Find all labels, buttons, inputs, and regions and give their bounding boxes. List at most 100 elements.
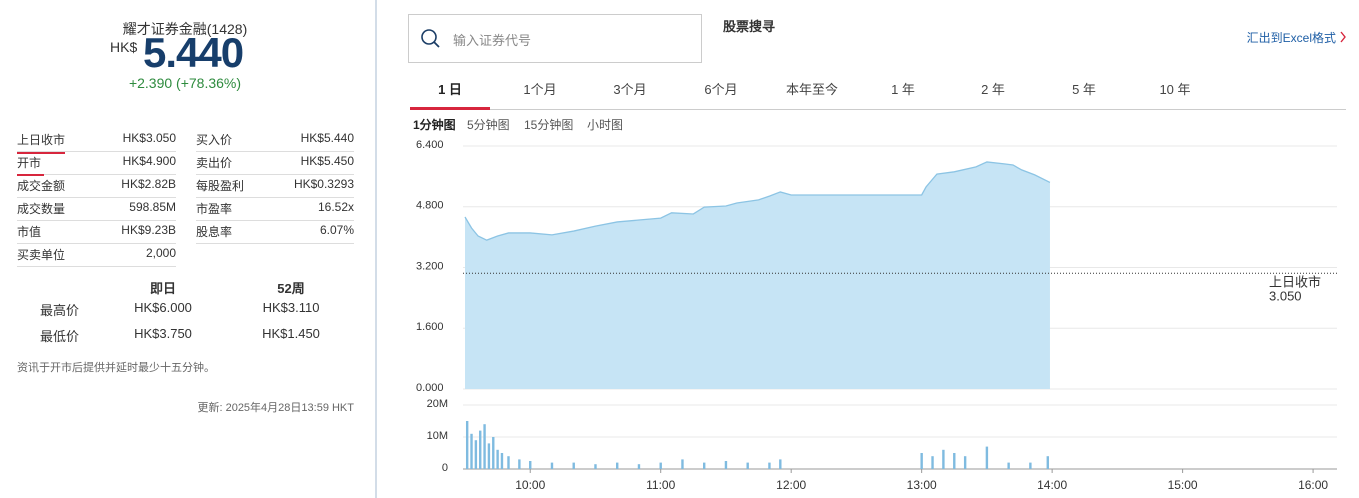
volume-bar	[465, 421, 469, 469]
x-tick-label: 11:00	[646, 478, 675, 492]
updated: 更新: 2025年4月28日13:59 HKT	[197, 402, 354, 414]
stat-value: HK$5.450	[300, 154, 354, 168]
volume-tick-label: 20M	[427, 398, 448, 410]
range-value: HK$3.110	[262, 300, 320, 315]
volume-bar	[920, 453, 923, 469]
search-title: 股票搜寻	[723, 19, 776, 34]
range-value: HK$3.750	[134, 326, 192, 341]
volume-bar	[779, 459, 782, 469]
stat-value: HK$5.440	[300, 131, 354, 145]
volume-bar	[518, 459, 521, 469]
volume-tick-label: 10M	[427, 430, 448, 442]
stat-label: 市值	[17, 225, 42, 239]
volume-bar	[1046, 456, 1049, 469]
x-tick-label: 16:00	[1298, 478, 1328, 492]
y-tick-label: 0.000	[416, 382, 444, 394]
volume-bar	[492, 437, 495, 469]
subtab[interactable]: 15分钟图	[524, 118, 574, 132]
stat-label: 成交数量	[17, 202, 66, 216]
stat-value: 16.52x	[317, 200, 354, 214]
tab[interactable]: 1个月	[523, 82, 557, 97]
tab[interactable]: 2 年	[981, 82, 1005, 97]
search-input[interactable]: 输入证券代号	[453, 33, 532, 48]
stat-label: 上日收市	[17, 133, 66, 147]
y-tick-label: 4.800	[416, 200, 444, 212]
volume-bar	[474, 440, 478, 469]
range-label: 最高价	[40, 303, 80, 318]
volume-bar	[681, 459, 684, 469]
tab[interactable]: 10 年	[1159, 82, 1191, 97]
stock-name: 耀才证券金融(1428)	[122, 21, 248, 37]
stat-label: 成交金额	[17, 179, 66, 193]
stat-value: HK$2.82B	[121, 177, 176, 191]
volume-bar	[768, 462, 771, 469]
change: +2.390 (+78.36%)	[128, 75, 242, 91]
tab[interactable]: 5 年	[1072, 82, 1096, 97]
range-value: HK$1.450	[262, 326, 320, 341]
stat-label: 市盈率	[196, 202, 233, 216]
x-tick-label: 14:00	[1037, 478, 1067, 492]
volume-bar	[953, 453, 956, 469]
volume-bar	[963, 456, 967, 469]
volume-bar	[496, 449, 499, 469]
volume-bar	[703, 462, 706, 469]
stat-label: 股息率	[196, 225, 233, 239]
reference-label: 3.050	[1269, 289, 1302, 304]
volume-bar	[594, 464, 597, 469]
reference-name: 上日收市	[1269, 275, 1321, 290]
volume-bar	[985, 446, 989, 469]
currency: HK$	[110, 39, 138, 55]
stat-value: 2,000	[145, 246, 176, 260]
x-tick-label: 13:00	[907, 478, 937, 492]
volume-tick-label: 0	[442, 462, 448, 474]
stat-value: 6.07%	[319, 223, 354, 237]
price: 5.440	[143, 29, 244, 76]
price-line	[464, 161, 1051, 241]
stat-value: HK$4.900	[122, 154, 176, 168]
x-tick-label: 12:00	[776, 478, 806, 492]
range-value: HK$6.000	[134, 300, 192, 315]
volume-bar	[942, 449, 945, 469]
volume-bar	[746, 462, 749, 469]
volume-bar	[1007, 462, 1010, 469]
volume-bar	[487, 443, 491, 469]
stat-label: 买入价	[196, 133, 233, 147]
volume-bar	[1029, 462, 1032, 469]
stat-label: 买卖单位	[17, 248, 66, 262]
subtab[interactable]: 小时图	[587, 118, 624, 132]
y-tick-label: 3.200	[416, 260, 444, 272]
volume-bar	[479, 430, 482, 469]
volume-bar	[529, 461, 532, 469]
volume-bar	[500, 453, 504, 469]
x-tick-label: 10:00	[515, 478, 545, 492]
tab[interactable]: 1 年	[891, 82, 915, 97]
stat-label: 每股盈利	[196, 179, 245, 193]
x-tick-label: 15:00	[1168, 478, 1198, 492]
volume-bar	[483, 424, 486, 469]
stat-label: 开市	[17, 156, 42, 170]
export-link[interactable]: 汇出到Excel格式	[1246, 31, 1336, 45]
stat-value: 598.85M	[129, 200, 176, 214]
tab[interactable]: 本年至今	[785, 82, 838, 97]
range-label: 最低价	[40, 329, 80, 344]
range-header: 52周	[277, 281, 305, 296]
stat-value: HK$0.3293	[293, 177, 354, 191]
volume-bar	[659, 462, 662, 469]
subtab[interactable]: 5分钟图	[467, 118, 510, 132]
price-area	[465, 161, 1050, 389]
stat-label: 卖出价	[196, 156, 233, 170]
tab[interactable]: 1 日	[438, 82, 462, 97]
y-tick-label: 1.600	[416, 321, 444, 333]
volume-bar	[470, 433, 473, 469]
volume-bar	[616, 462, 619, 469]
range-header: 即日	[149, 281, 176, 296]
note: 资讯于开市后提供并延时最少十五分钟。	[17, 362, 215, 374]
volume-bar	[572, 462, 575, 469]
subtab[interactable]: 1分钟图	[413, 118, 456, 132]
stat-value: HK$3.050	[122, 131, 176, 145]
tab[interactable]: 3个月	[613, 82, 647, 97]
volume-bar	[637, 464, 641, 469]
tab[interactable]: 6个月	[704, 82, 738, 97]
